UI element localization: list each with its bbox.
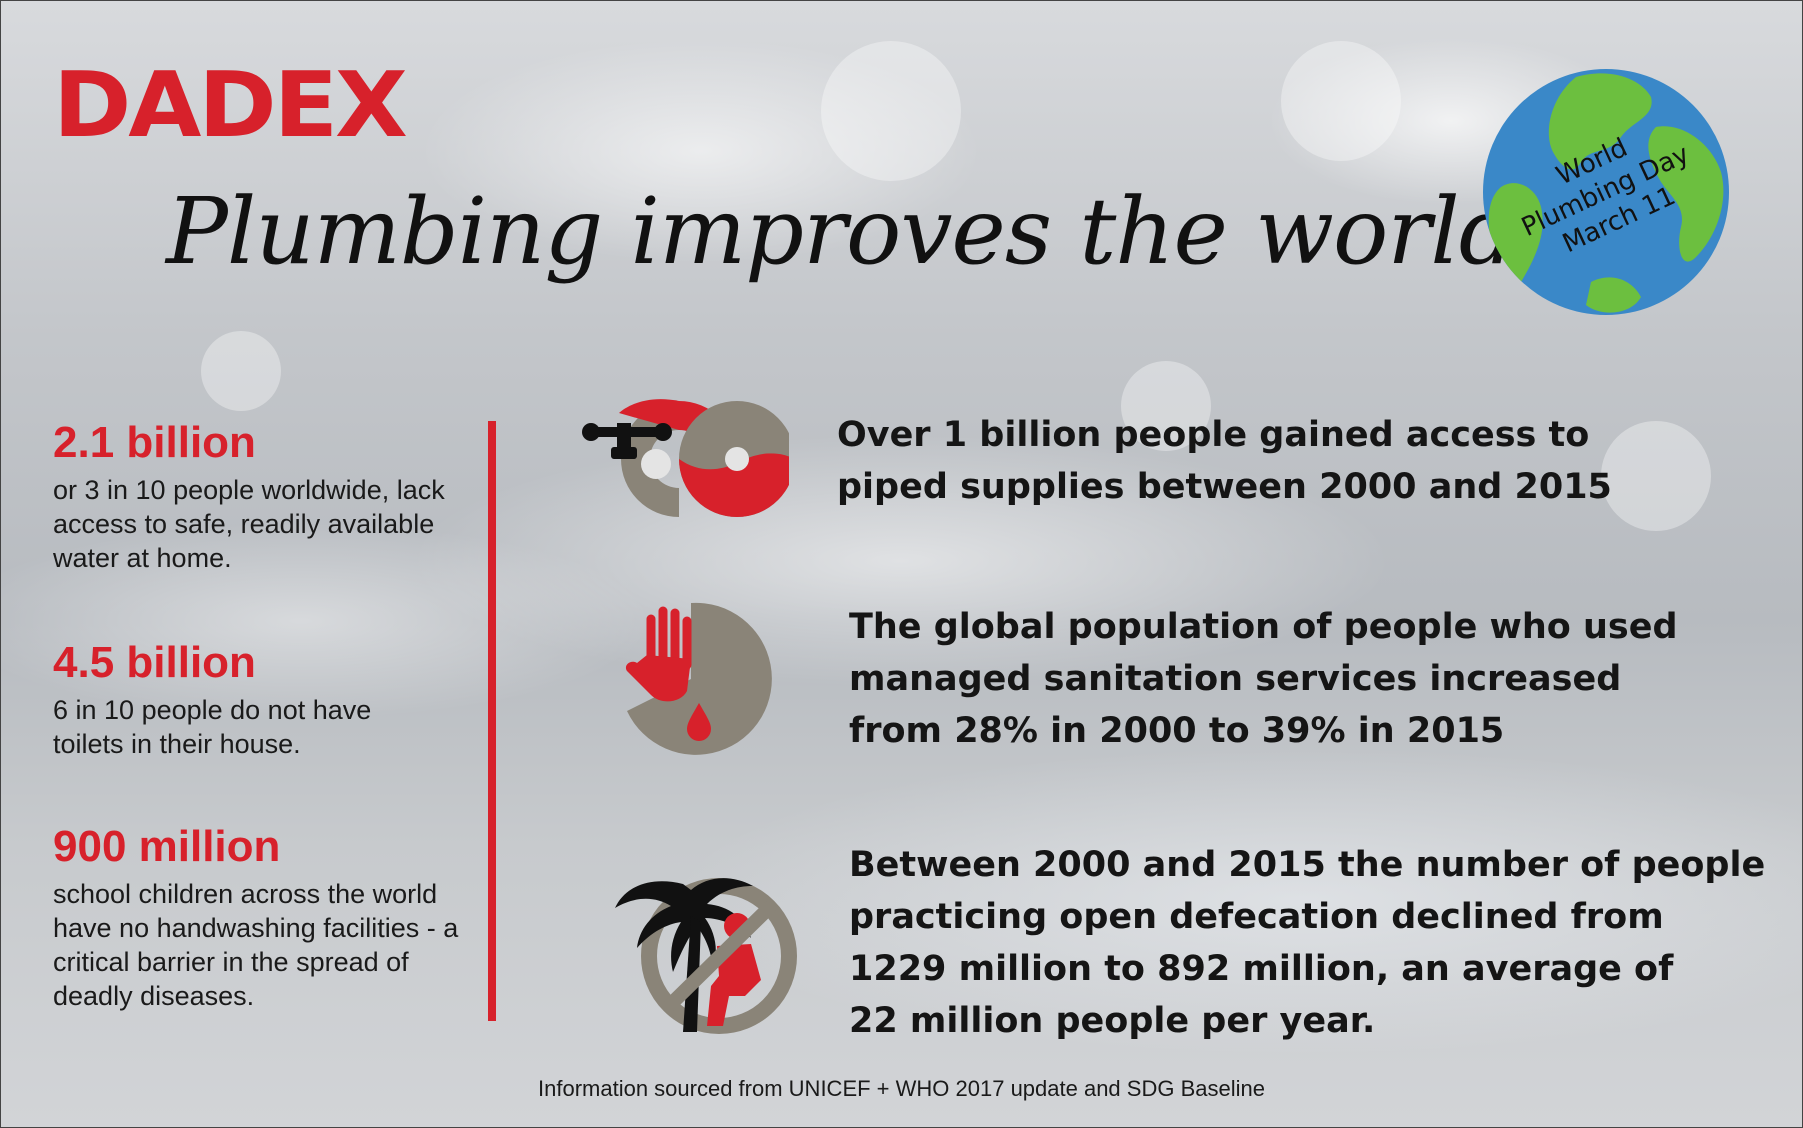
source-footnote: Information sourced from UNICEF + WHO 20… [538,1076,1265,1101]
stat-number: 900 million [53,822,281,871]
bokeh-light [1281,41,1401,161]
stat-description: school children across the world have no… [53,879,459,1012]
bokeh-light [1601,421,1711,531]
stat-description: 6 in 10 people do not have toilets in th… [53,695,372,760]
stat-toilets: 4.5 billion 6 in 10 people do not have t… [53,638,473,761]
page-title: Plumbing improves the world [166,178,1518,285]
fact-sanitation-services: The global population of people who used… [849,607,1678,751]
bokeh-light [201,331,281,411]
fact-open-defecation: Between 2000 and 2015 the number of peop… [849,845,1766,1041]
stat-number: 2.1 billion [53,418,256,467]
stat-water-access: 2.1 billion or 3 in 10 people worldwide,… [53,418,473,575]
stat-description: or 3 in 10 people worldwide, lack access… [53,475,445,574]
world-plumbing-day-badge: World Plumbing Day March 11 [1483,69,1729,315]
stat-handwashing: 900 million school children across the w… [53,822,473,1013]
hand-drop-icon [625,602,772,755]
dadex-logo: DADEX [53,53,408,158]
faucet-pipe-icon [582,399,789,517]
stat-number: 4.5 billion [53,638,256,687]
no-open-defecation-icon [615,878,797,1034]
fact-piped-supplies: Over 1 billion people gained access to p… [837,415,1612,507]
bokeh-light [821,41,961,181]
vertical-divider [488,421,496,1021]
